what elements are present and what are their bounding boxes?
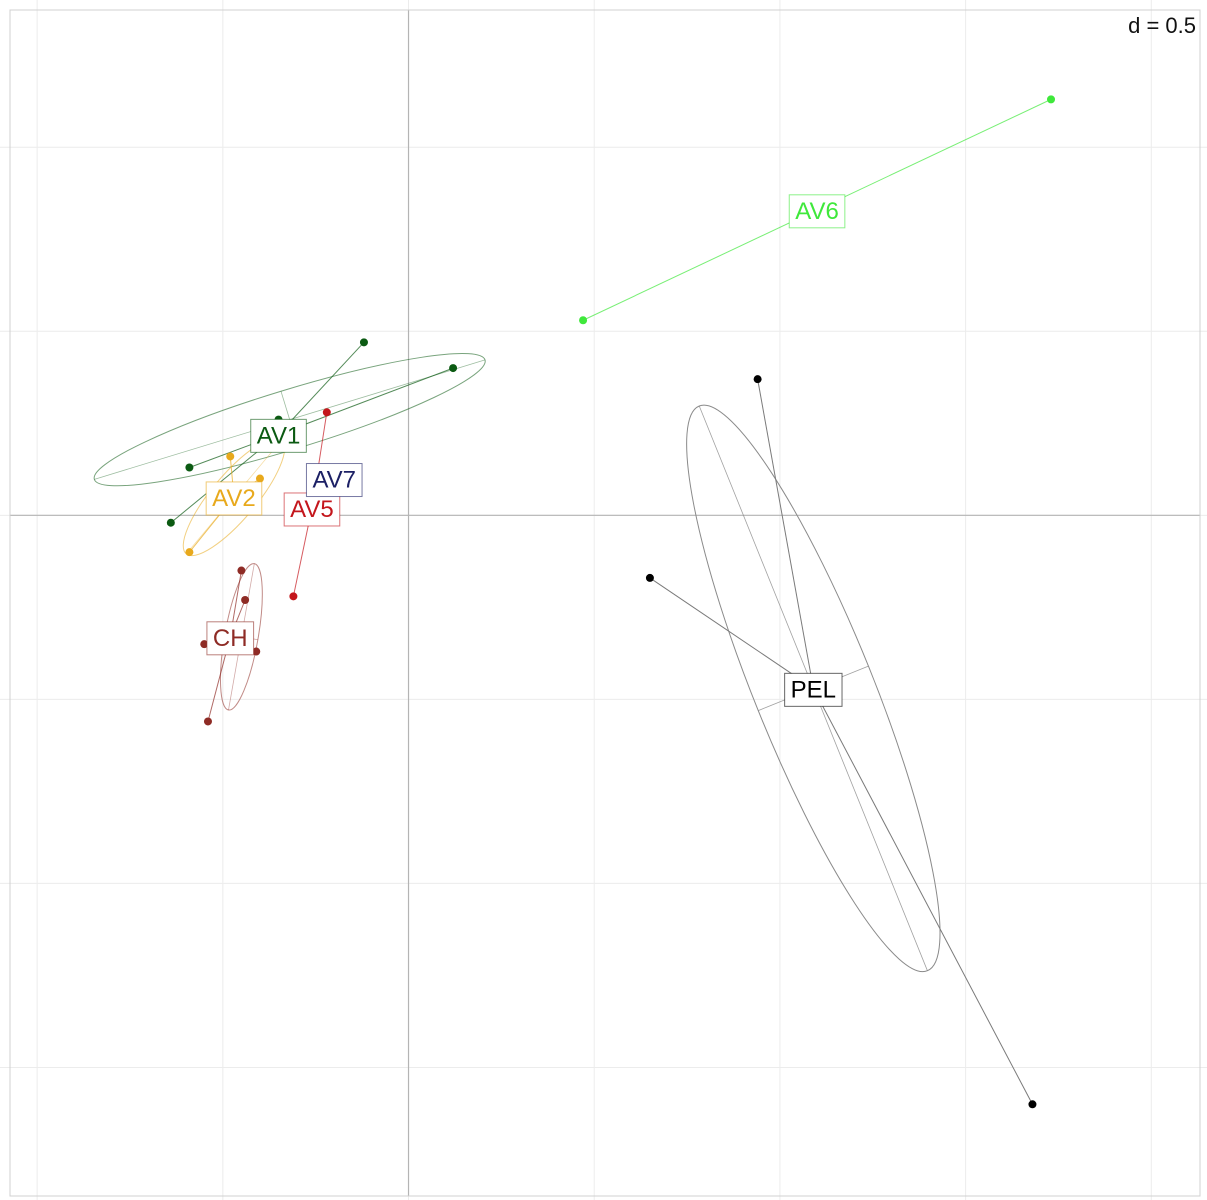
ch-point: [237, 566, 246, 575]
av5-point: [289, 592, 298, 601]
av1-label-box: [250, 418, 307, 453]
av2-label: AV2: [205, 481, 263, 516]
pel-star-line: [757, 379, 814, 689]
ch-label: CH: [206, 621, 255, 656]
av2-point: [185, 548, 194, 557]
av1-point: [449, 364, 458, 373]
av1-label: AV1: [250, 418, 307, 453]
scale-label: d = 0.5: [1128, 13, 1196, 38]
ch-point: [200, 640, 209, 649]
av6-label-text: AV6: [795, 198, 839, 225]
ch-point: [252, 647, 261, 656]
av6-point: [1047, 95, 1056, 104]
av5-label: AV5: [283, 492, 341, 527]
av5-label-text: AV5: [290, 496, 334, 523]
av2-point: [255, 474, 264, 483]
av1-star-line: [278, 367, 454, 435]
av2-label-box: [205, 481, 263, 516]
ch-point: [203, 717, 212, 726]
pel-star-line: [649, 577, 814, 689]
pel-label: PEL: [784, 672, 843, 707]
av7-label-box: [305, 463, 363, 498]
av2-label-text: AV2: [212, 485, 256, 512]
av7-label: AV7: [305, 463, 363, 498]
ch-point: [241, 596, 250, 604]
av6-point: [579, 316, 588, 325]
av6-star-line: [816, 98, 1052, 211]
av5-label-box: [283, 492, 341, 527]
pel-point: [1028, 1100, 1037, 1109]
av1-point: [359, 338, 368, 347]
av1-label-text: AV1: [257, 422, 301, 449]
av6-label: AV6: [788, 194, 846, 229]
av6-label-box: [788, 194, 846, 229]
pel-label-box: [784, 672, 843, 707]
star-lines: [170, 98, 1052, 1105]
pel-point: [645, 573, 654, 582]
av1-point: [166, 518, 175, 527]
plot-frame: [9, 9, 1201, 1197]
pel-label-text: PEL: [791, 676, 836, 703]
av7-label-text: AV7: [312, 467, 356, 494]
av1-point: [185, 463, 194, 472]
axes: [10, 10, 1200, 1196]
pel-star-line: [812, 688, 1033, 1105]
av5-point: [322, 408, 331, 417]
av2-point: [226, 452, 235, 461]
pel-point: [753, 375, 762, 384]
ch-label-box: [206, 621, 255, 656]
av6-star-line: [582, 209, 818, 321]
ch-label-text: CH: [213, 625, 248, 652]
points: [166, 95, 1056, 1109]
ellipses: [93, 352, 941, 973]
